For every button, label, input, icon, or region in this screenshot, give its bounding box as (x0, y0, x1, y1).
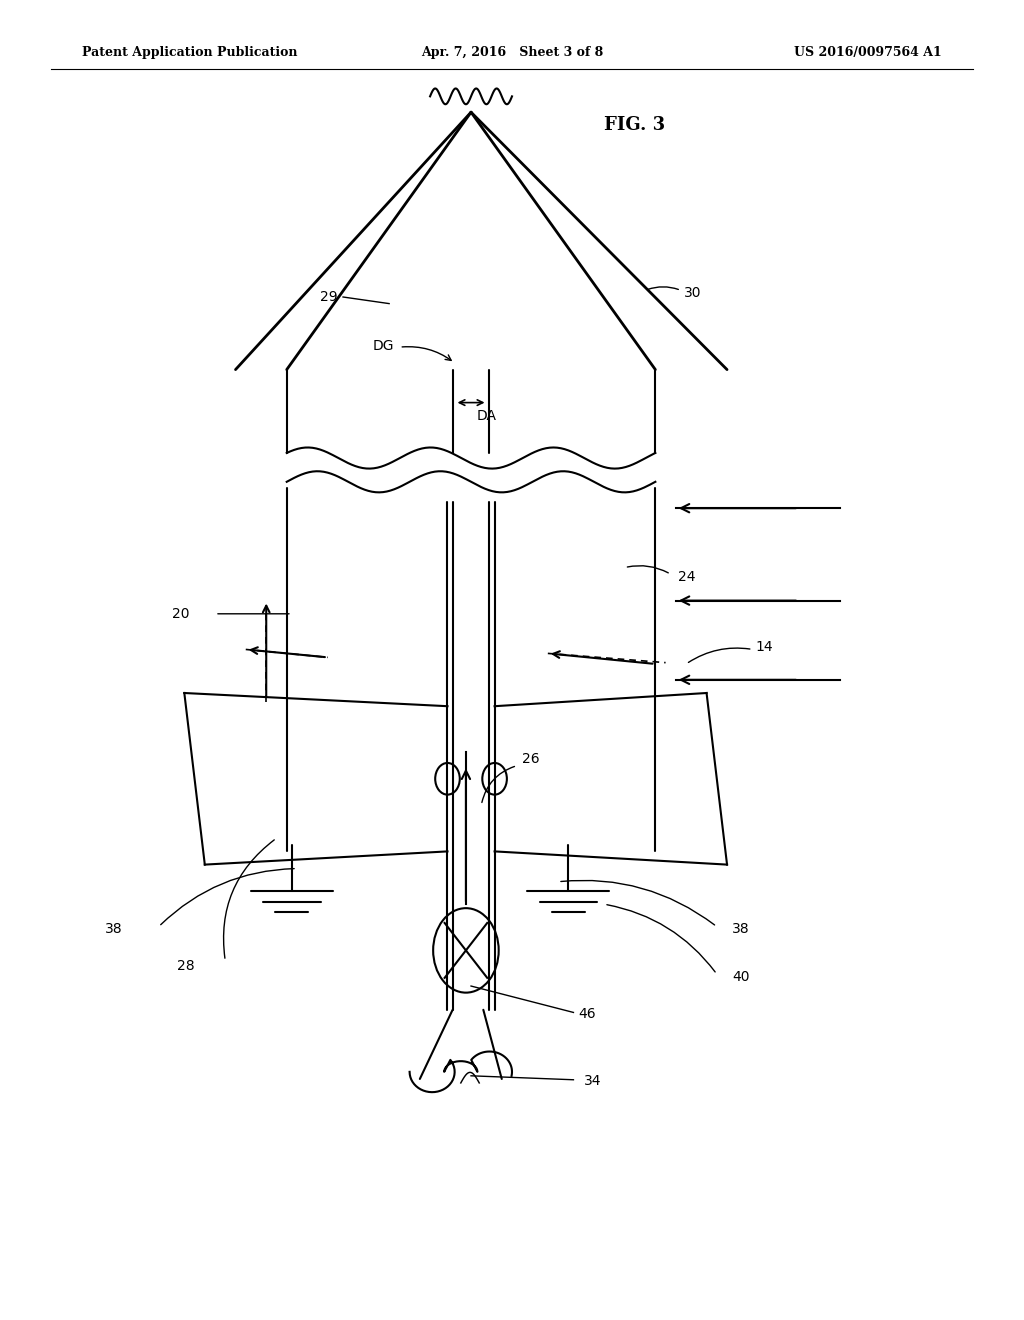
Text: 24: 24 (678, 570, 695, 583)
Text: US 2016/0097564 A1: US 2016/0097564 A1 (795, 46, 942, 59)
Text: Patent Application Publication: Patent Application Publication (82, 46, 297, 59)
Text: 29: 29 (321, 290, 338, 304)
Text: 20: 20 (172, 607, 189, 620)
Text: 28: 28 (177, 960, 195, 973)
Text: 38: 38 (732, 923, 750, 936)
Text: 38: 38 (105, 923, 123, 936)
Text: 40: 40 (732, 970, 750, 983)
Text: 34: 34 (584, 1074, 601, 1088)
Text: 30: 30 (684, 286, 701, 300)
Text: FIG. 3: FIG. 3 (604, 116, 666, 135)
Text: Apr. 7, 2016   Sheet 3 of 8: Apr. 7, 2016 Sheet 3 of 8 (421, 46, 603, 59)
Text: DG: DG (373, 339, 394, 352)
Text: 46: 46 (579, 1007, 596, 1020)
Text: DA: DA (476, 409, 497, 422)
Text: 14: 14 (756, 640, 773, 653)
Text: 26: 26 (522, 752, 540, 766)
